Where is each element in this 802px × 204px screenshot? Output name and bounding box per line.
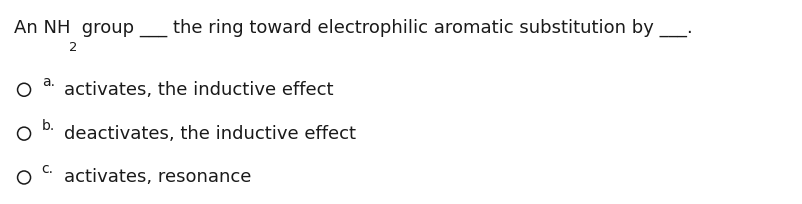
Text: activates, resonance: activates, resonance [64,169,252,186]
Text: activates, the inductive effect: activates, the inductive effect [64,81,334,99]
Text: An NH: An NH [14,19,71,37]
Text: a.: a. [42,75,55,89]
Text: c.: c. [42,162,54,176]
Text: deactivates, the inductive effect: deactivates, the inductive effect [64,125,356,143]
Text: 2: 2 [69,41,77,54]
Text: group ___ the ring toward electrophilic aromatic substitution by ___.: group ___ the ring toward electrophilic … [76,19,693,37]
Text: b.: b. [42,119,55,133]
